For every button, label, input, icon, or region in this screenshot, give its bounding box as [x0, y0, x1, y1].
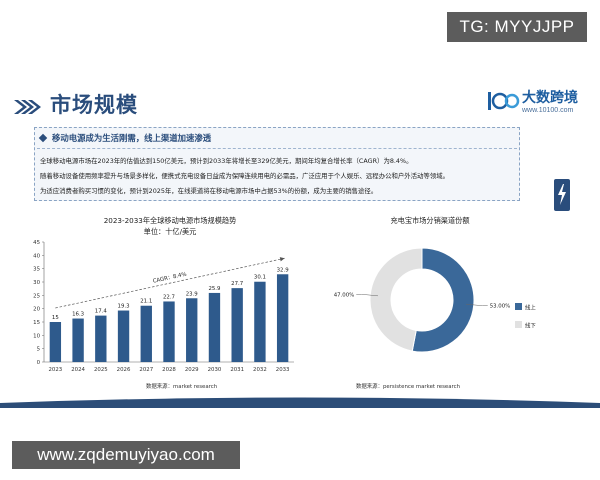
bar: [72, 318, 84, 362]
legend-label: 线下: [525, 322, 536, 330]
pie-slice: [411, 247, 475, 353]
pie-chart-source: 数据来源：persistence market research: [356, 384, 461, 390]
title-chevron-icon: [14, 100, 41, 114]
x-tick-label: 2028: [162, 367, 176, 373]
x-tick-label: 2032: [253, 367, 267, 373]
y-tick-label: 0: [37, 360, 41, 366]
diamond-bullet-icon: [38, 133, 48, 142]
page-title: 市场规模: [50, 93, 138, 117]
bar: [163, 301, 175, 362]
bar: [231, 288, 243, 362]
x-tick-label: 2029: [185, 367, 199, 373]
y-tick-label: 30: [33, 280, 40, 286]
bar-value-label: 21.1: [140, 299, 152, 305]
cagr-annotation: CAGR：8.4%: [152, 272, 187, 285]
x-tick-label: 2024: [71, 367, 85, 373]
bar-value-label: 27.7: [231, 281, 243, 287]
bar: [49, 322, 62, 362]
bar-value-label: 15: [52, 315, 59, 321]
bar-value-label: 23.9: [186, 291, 199, 297]
bar-value-label: 22.7: [163, 294, 175, 300]
pie-value-label: 53.00%: [490, 304, 511, 310]
x-tick-label: 2025: [94, 367, 108, 373]
bar: [276, 274, 289, 362]
info-box: [34, 127, 520, 201]
logo-mark-icon: [488, 92, 520, 110]
bar: [117, 310, 130, 362]
info-paragraph: 全球移动电源市场在2023年的估值达到150亿美元，预计到2033年将增长至32…: [40, 157, 413, 165]
bar: [140, 305, 152, 362]
legend-label: 线上: [525, 304, 536, 312]
bar-value-label: 32.9: [277, 267, 290, 273]
logo-text: 大数跨境: [522, 90, 578, 106]
y-tick-label: 10: [33, 333, 40, 339]
legend-swatch: [515, 321, 522, 328]
pie-leader-line: [465, 303, 488, 306]
y-tick-label: 40: [33, 253, 40, 259]
info-paragraph: 随着移动设备使用频率提升与场景多样化，便携式充电设备日益成为保障连续用电的必需品…: [40, 172, 449, 180]
bar-chart-source: 数据来源：market research: [146, 384, 218, 390]
info-heading-text: 移动电源成为生活刚需，线上渠道加速渗透: [52, 133, 212, 143]
bar-chart-subtitle: 单位：十亿/美元: [143, 227, 197, 236]
bar-chart-title: 2023-2033年全球移动电源市场规模趋势: [103, 216, 237, 225]
bar-chart: 05101520253035404515202316.3202417.42025…: [33, 240, 294, 373]
x-tick-label: 2027: [139, 367, 153, 373]
battery-icon: [554, 179, 570, 211]
pie-chart-title: 充电宝市场分销渠道份额: [390, 216, 470, 225]
x-tick-label: 2026: [117, 367, 131, 373]
y-tick-label: 20: [33, 307, 40, 313]
cagr-arrow-head: [279, 257, 285, 262]
bar-value-label: 16.3: [72, 312, 84, 318]
watermark-bottom: www.zqdemuyiyao.com: [12, 441, 240, 469]
cagr-trend-line: [55, 257, 285, 309]
y-tick-label: 35: [33, 267, 40, 273]
y-tick-label: 25: [33, 293, 40, 299]
bar: [254, 281, 266, 362]
brand-logo: 大数跨境 www.10100.com: [486, 86, 596, 120]
y-tick-label: 45: [33, 240, 40, 246]
bottom-wave: [0, 397, 600, 410]
bar: [95, 315, 107, 362]
bar-value-label: 17.4: [95, 309, 108, 315]
bar: [186, 298, 198, 362]
bar-value-label: 25.9: [208, 286, 221, 292]
x-tick-label: 2023: [49, 367, 63, 373]
bar-value-label: 30.1: [254, 275, 266, 281]
pie-value-label: 47.00%: [334, 292, 355, 298]
info-heading: 移动电源成为生活刚需，线上渠道加速渗透: [38, 132, 212, 144]
info-divider: [37, 148, 517, 149]
watermark-top: TG: MYYJJPP: [447, 12, 587, 42]
bar-value-label: 19.3: [118, 304, 130, 310]
legend-swatch: [515, 303, 522, 310]
bar: [208, 292, 221, 362]
x-tick-label: 2033: [276, 367, 290, 373]
y-tick-label: 5: [37, 347, 40, 353]
pie-leader-line: [356, 294, 379, 297]
info-paragraph: 为适应消费者购买习惯的变化，预计到2025年，在线渠道将在移动电源市场中占据53…: [40, 187, 378, 195]
x-tick-label: 2030: [208, 367, 222, 373]
y-tick-label: 15: [33, 320, 40, 326]
x-tick-label: 2031: [230, 367, 244, 373]
pie-slice: [369, 247, 423, 352]
logo-url: www.10100.com: [522, 107, 574, 114]
